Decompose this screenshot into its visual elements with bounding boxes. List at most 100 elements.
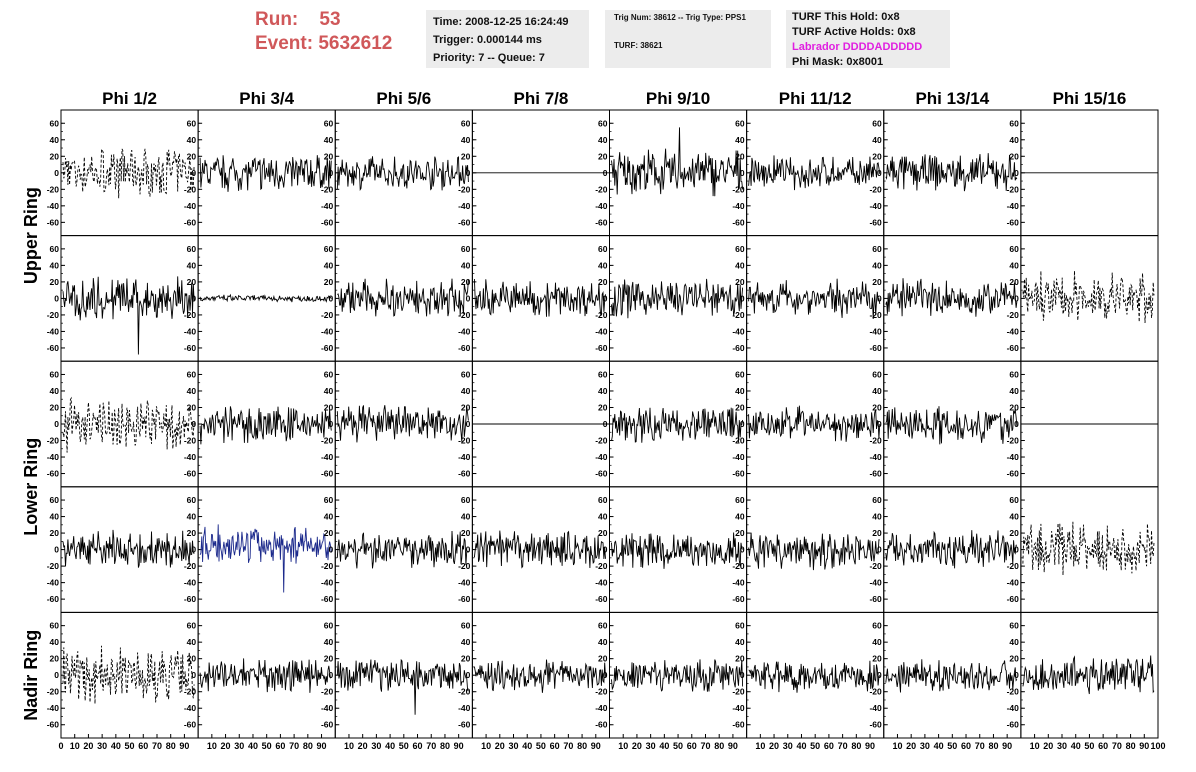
- x-tick-label: 50: [262, 741, 272, 751]
- y-tick-label: 20: [872, 402, 882, 412]
- y-tick-label: -40: [1007, 578, 1020, 588]
- y-tick-label: -20: [869, 184, 882, 194]
- y-tick-label: -40: [595, 578, 608, 588]
- waveform-trace: [336, 658, 469, 715]
- y-tick-label: -40: [732, 201, 745, 211]
- y-tick-label: -20: [458, 184, 471, 194]
- waveform-trace: [748, 405, 881, 442]
- y-tick-label: -40: [869, 452, 882, 462]
- x-tick-label: 50: [1084, 741, 1094, 751]
- panel-frame: [609, 486, 748, 613]
- y-tick-label: 60: [187, 621, 197, 631]
- y-tick-label: 20: [872, 654, 882, 664]
- y-tick-label: 0: [603, 168, 608, 178]
- waveform-trace: [611, 659, 744, 692]
- y-tick-label: 60: [1009, 369, 1019, 379]
- y-tick-label: 20: [187, 654, 197, 664]
- waveform-trace: [62, 529, 195, 568]
- y-tick-label: 40: [1009, 386, 1019, 396]
- x-tick-label: 50: [536, 741, 546, 751]
- turf-this-hold-text: TURF This Hold: 0x8: [792, 11, 900, 23]
- x-tick-label: 20: [632, 741, 642, 751]
- waveform-trace: [611, 532, 743, 569]
- y-tick-label: -20: [732, 310, 745, 320]
- y-tick-label: 60: [50, 369, 60, 379]
- waveform-trace: [199, 406, 332, 445]
- y-tick-label: -40: [732, 703, 745, 713]
- waveform-trace: [62, 147, 195, 199]
- y-tick-label: 0: [54, 168, 59, 178]
- y-tick-label: -20: [595, 561, 608, 571]
- column-title: Phi 1/2: [102, 89, 157, 108]
- y-tick-label: 20: [872, 151, 882, 161]
- x-tick-label: 60: [138, 741, 148, 751]
- priority-text: Priority: 7 -- Queue: 7: [433, 52, 545, 64]
- x-tick-label: 100: [1150, 741, 1165, 751]
- y-tick-label: -40: [458, 452, 471, 462]
- y-tick-label: 0: [191, 545, 196, 555]
- x-tick-label: 50: [947, 741, 957, 751]
- y-tick-label: -40: [321, 326, 334, 336]
- y-tick-label: 40: [50, 386, 60, 396]
- y-tick-label: 20: [187, 402, 197, 412]
- y-tick-label: -20: [184, 687, 197, 697]
- y-tick-label: -20: [184, 561, 197, 571]
- y-tick-label: -40: [321, 703, 334, 713]
- y-tick-label: 0: [191, 419, 196, 429]
- y-tick-label: -60: [595, 343, 608, 353]
- y-tick-label: 60: [872, 369, 882, 379]
- waveform-trace: [748, 532, 880, 571]
- event-label: Event:: [255, 33, 314, 54]
- y-tick-label: -60: [184, 720, 197, 730]
- y-tick-label: -60: [869, 720, 882, 730]
- y-tick-label: 20: [461, 151, 471, 161]
- column-title: Phi 5/6: [376, 89, 431, 108]
- y-tick-label: 0: [1014, 168, 1019, 178]
- y-tick-label: 40: [461, 512, 471, 522]
- y-tick-label: -60: [458, 217, 471, 227]
- y-tick-label: -20: [1007, 687, 1020, 697]
- y-tick-label: -60: [869, 469, 882, 479]
- y-tick-label: 60: [461, 118, 471, 128]
- y-tick-label: -60: [321, 594, 334, 604]
- y-tick-label: 20: [872, 528, 882, 538]
- y-tick-label: 20: [324, 402, 334, 412]
- x-tick-label: 10: [618, 741, 628, 751]
- y-tick-label: -20: [184, 436, 197, 446]
- trigger-text: Trigger: 0.000144 ms: [433, 34, 542, 46]
- y-tick-label: 40: [872, 135, 882, 145]
- y-tick-label: 20: [598, 151, 608, 161]
- y-tick-label: -40: [184, 452, 197, 462]
- x-tick-label: 30: [97, 741, 107, 751]
- x-tick-label: 50: [673, 741, 683, 751]
- x-tick-label: 30: [234, 741, 244, 751]
- y-tick-label: 60: [1009, 118, 1019, 128]
- y-tick-label: -60: [869, 217, 882, 227]
- x-tick-label: 60: [1098, 741, 1108, 751]
- y-tick-label: 0: [191, 168, 196, 178]
- x-tick-label: 40: [385, 741, 395, 751]
- y-tick-label: -60: [321, 343, 334, 353]
- y-tick-label: 60: [461, 621, 471, 631]
- trig-num-text: Trig Num: 38612 -- Trig Type: PPS1: [614, 13, 746, 22]
- y-tick-label: 40: [50, 135, 60, 145]
- panel-frame: [60, 360, 199, 488]
- x-tick-label: 90: [728, 741, 738, 751]
- y-tick-label: -40: [458, 326, 471, 336]
- y-tick-label: 20: [1009, 654, 1019, 664]
- x-tick-label: 70: [700, 741, 710, 751]
- y-tick-label: 60: [324, 118, 334, 128]
- y-tick-label: -60: [458, 343, 471, 353]
- y-tick-label: 60: [187, 118, 197, 128]
- y-tick-label: -60: [184, 594, 197, 604]
- y-tick-label: 0: [603, 419, 608, 429]
- y-tick-label: -60: [1007, 343, 1020, 353]
- y-tick-label: 40: [187, 260, 197, 270]
- waveform-trace: [337, 278, 469, 317]
- row-group-label: Lower Ring: [21, 438, 41, 536]
- y-tick-label: 0: [466, 419, 471, 429]
- waveform-trace: [748, 278, 881, 320]
- y-tick-label: -40: [184, 578, 197, 588]
- y-tick-label: -60: [47, 469, 60, 479]
- y-tick-label: 0: [54, 670, 59, 680]
